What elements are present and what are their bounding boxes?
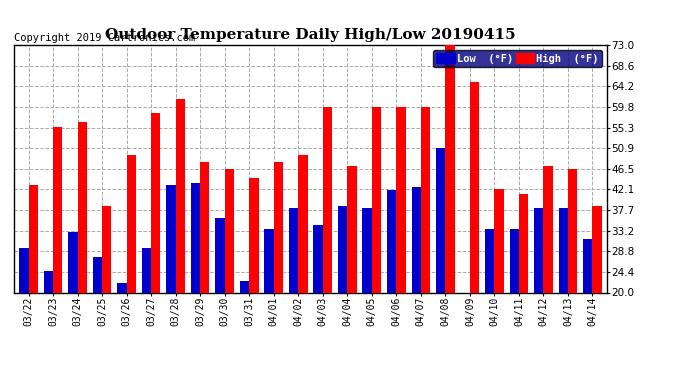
Bar [583, 239, 593, 292]
Bar [200, 162, 210, 292]
Bar [166, 185, 176, 292]
Bar [559, 209, 568, 292]
Title: Outdoor Temperature Daily High/Low 20190415: Outdoor Temperature Daily High/Low 20190… [105, 28, 516, 42]
Bar [298, 155, 308, 292]
Bar [151, 113, 161, 292]
Bar [323, 106, 332, 292]
Bar [249, 178, 259, 292]
Bar [519, 194, 529, 292]
Bar [19, 248, 28, 292]
Bar [191, 183, 200, 292]
Bar [289, 209, 298, 292]
Bar [102, 206, 111, 292]
Bar [445, 45, 455, 292]
Bar [43, 272, 53, 292]
Bar [225, 169, 234, 292]
Bar [68, 232, 77, 292]
Bar [117, 283, 126, 292]
Bar [485, 230, 495, 292]
Bar [142, 248, 151, 292]
Bar [313, 225, 323, 292]
Bar [274, 162, 283, 292]
Bar [421, 106, 430, 292]
Bar [176, 99, 185, 292]
Bar [240, 281, 249, 292]
Bar [544, 166, 553, 292]
Bar [411, 188, 421, 292]
Bar [77, 122, 87, 292]
Bar [436, 148, 445, 292]
Legend: Low  (°F), High  (°F): Low (°F), High (°F) [433, 50, 602, 67]
Bar [126, 155, 136, 292]
Bar [347, 166, 357, 292]
Bar [372, 106, 381, 292]
Bar [362, 209, 372, 292]
Bar [510, 230, 519, 292]
Bar [534, 209, 544, 292]
Bar [593, 206, 602, 292]
Bar [338, 206, 347, 292]
Bar [470, 82, 479, 292]
Text: Copyright 2019 Cartronics.com: Copyright 2019 Cartronics.com [14, 33, 195, 42]
Bar [264, 230, 274, 292]
Bar [215, 218, 225, 292]
Bar [495, 189, 504, 292]
Bar [387, 190, 396, 292]
Bar [396, 106, 406, 292]
Bar [28, 185, 38, 292]
Bar [53, 127, 62, 292]
Bar [568, 169, 578, 292]
Bar [92, 258, 102, 292]
